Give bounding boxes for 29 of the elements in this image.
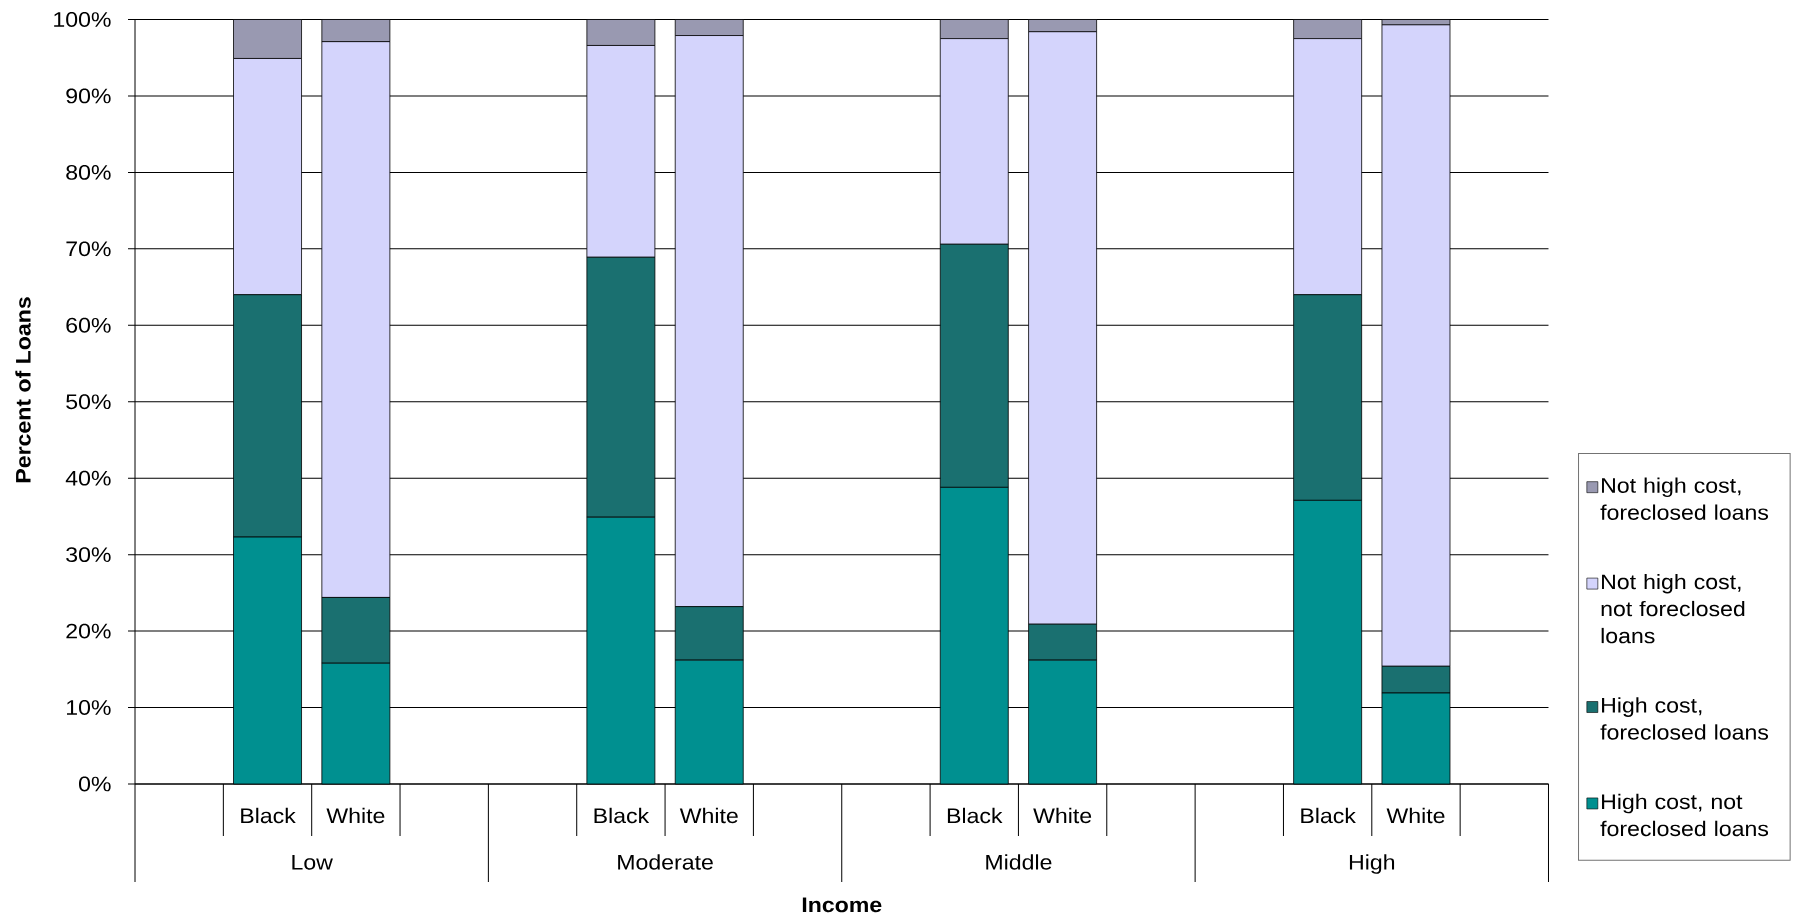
x-tick-label: Black — [947, 807, 1003, 824]
x-tick-label: White — [1386, 807, 1445, 824]
x-tick-label: White — [1033, 807, 1092, 824]
y-tick-label: 30% — [66, 547, 111, 563]
legend-label: Not high cost, foreclosed loans — [1600, 477, 1769, 520]
text: Low — [292, 855, 333, 870]
x-tick-label: Black — [594, 807, 650, 824]
y-tick-label: 80% — [66, 164, 111, 180]
y-tick-label: 40% — [65, 470, 111, 486]
y-tick-label: 70% — [66, 241, 111, 257]
legend-label: High cost, not foreclosed loans — [1600, 793, 1769, 837]
text: High — [1349, 854, 1395, 874]
text: Moderate — [618, 854, 713, 870]
y-tick-label: 90% — [66, 88, 111, 104]
y-tick-label: 100% — [54, 12, 111, 27]
text: Middle — [986, 854, 1052, 870]
x-tick-label: Black — [1301, 807, 1356, 824]
legend-label: Not high cost, not foreclosed loans — [1601, 573, 1745, 644]
x-tick-label: Black — [241, 807, 296, 824]
x-tick-label: White — [326, 807, 385, 824]
x-axis-title: Income — [802, 897, 882, 913]
y-tick-label: 0% — [79, 776, 111, 792]
x-tick-label: White — [679, 807, 738, 824]
y-tick-label: 20% — [66, 623, 111, 639]
legend-label: High cost, foreclosed loans — [1600, 697, 1769, 740]
y-tick-label: 60% — [66, 317, 111, 333]
y-tick-label: 10% — [67, 700, 111, 715]
y-tick-label: 50% — [66, 394, 111, 410]
y-axis-title: Percent of Loans — [15, 297, 31, 483]
